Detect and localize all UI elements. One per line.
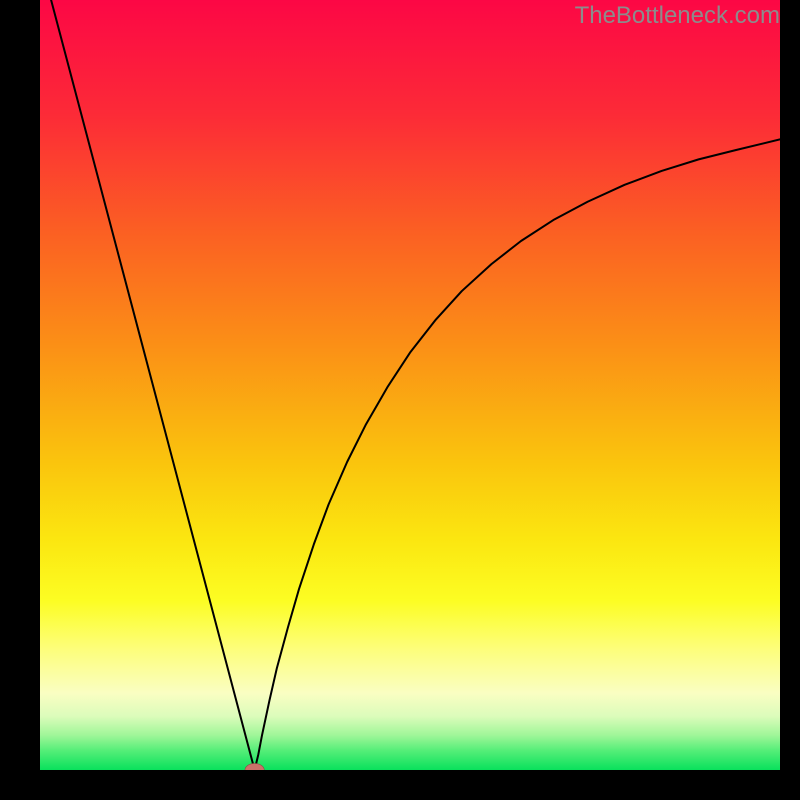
plot-area xyxy=(40,0,780,770)
gradient-background xyxy=(40,0,780,770)
chart-svg xyxy=(40,0,780,770)
watermark-text: TheBottleneck.com xyxy=(575,2,780,30)
figure: TheBottleneck.com xyxy=(0,0,800,800)
